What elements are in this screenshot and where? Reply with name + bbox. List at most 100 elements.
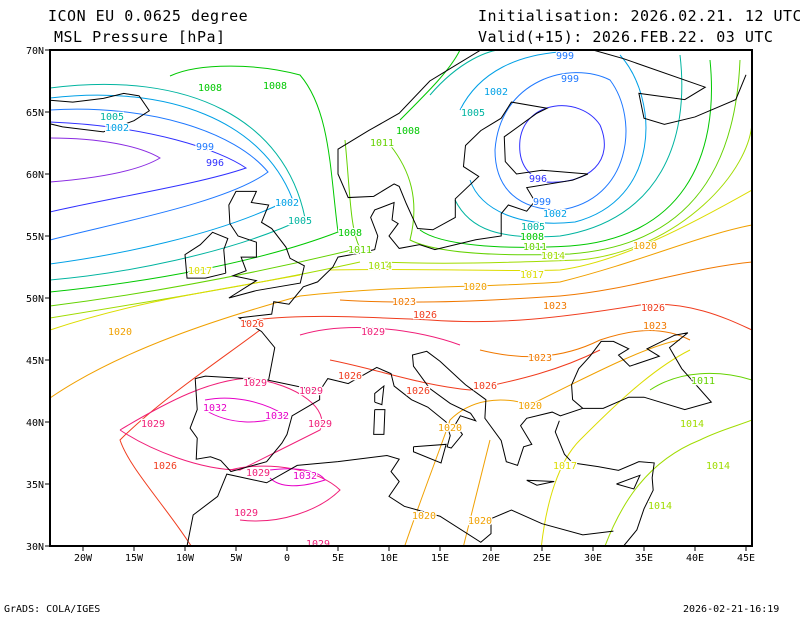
isobar-1029 [119,377,323,471]
contour-label: 1008 [396,126,420,137]
contour-label: 1014 [541,251,565,262]
lon-tick-label: 20W [74,553,93,564]
contour-label: 1026 [413,310,437,321]
coastline [228,190,305,299]
grads-credit: GrADS: COLA/IGES [4,604,101,615]
contour-label: 1014 [680,419,704,430]
plot-timestamp: 2026-02-21-16:19 [683,604,780,615]
contour-label: 1023 [543,301,567,312]
contour-label: 1002 [275,198,299,209]
contour-label: 1026 [240,319,264,330]
axis-ticks: 20W 15W 10W 5W 0 5E 10E 15E 20E 25E 30E 35E 40E 45E 30… [26,46,755,564]
coastline [50,92,151,133]
isobar-1017 [540,349,691,546]
coastline-layer [50,50,747,546]
contour-label: 999 [533,197,551,208]
contour-label: 1020 [518,401,542,412]
coastline [554,420,655,546]
lon-tick-label: 15W [125,553,144,564]
contour-label: 1011 [691,376,715,387]
lon-tick-label: 30E [584,553,602,564]
isobar-1011 [50,139,361,307]
isobar-1026 [329,349,601,391]
contour-label: 1020 [108,327,132,338]
isobar-1023 [479,330,691,358]
lat-tick-label: 60N [26,170,44,181]
contour-label: 1020 [633,241,657,252]
isobar-1014 [379,119,752,264]
isobar-1026 [119,329,261,546]
contour-label: 999 [196,142,214,153]
lat-tick-label: 55N [26,232,44,243]
lat-tick-label: 30N [26,542,44,553]
contour-label: 1017 [188,266,212,277]
contour-label: 1029 [141,419,165,430]
contour-label: 1032 [293,471,317,482]
contour-label: 1029 [243,378,267,389]
contour-label: 1011 [370,138,394,149]
contour-label: 1029 [299,386,323,397]
contour-label: 1017 [520,270,544,281]
contour-label: 1014 [706,461,730,472]
contour-label: 999 [556,51,574,62]
lat-tick-label: 65N [26,108,44,119]
init-time: Initialisation: 2026.02.21. 12 UTC [478,7,800,25]
coastline [526,479,555,486]
coastline [189,375,321,473]
contour-label: 1020 [438,423,462,434]
contour-label: 1026 [473,381,497,392]
contour-label: 1026 [641,303,665,314]
coastline [412,443,447,464]
isobar-999 [494,72,627,211]
isobar-1014 [604,419,752,546]
contour-label: 1002 [543,209,567,220]
model-title: ICON EU 0.0625 degree [48,7,249,25]
lon-tick-label: 35E [635,553,653,564]
isobar-1020 [462,439,491,546]
isobar-1029 [229,465,341,522]
contour-label: 1026 [406,386,430,397]
contour-label: 1023 [643,321,667,332]
contour-label: 1029 [234,508,258,519]
lat-tick-label: 50N [26,294,44,305]
contour-label: 1008 [520,232,544,243]
contour-label: 1032 [203,403,227,414]
isobar-1002 [50,94,293,265]
lon-tick-label: 45E [737,553,755,564]
contour-label: 1026 [153,461,177,472]
coastline [184,231,229,279]
contour-label: 996 [529,174,547,185]
isobar-1026 [239,303,752,331]
contour-label: 1002 [484,87,508,98]
contour-label: 1032 [265,411,289,422]
isobar-layer [50,50,752,546]
lon-tick-label: 10W [176,553,195,564]
contour-label: 1023 [392,297,416,308]
contour-label: 1008 [198,83,222,94]
isobar-1023 [339,261,752,303]
contour-label: 1017 [553,461,577,472]
contour-label: 1008 [338,228,362,239]
lon-tick-label: 20E [482,553,500,564]
contour-label: 1023 [528,353,552,364]
contour-label: 1020 [412,511,436,522]
isobar-1032 [204,397,287,423]
isobar-1011 [389,59,741,256]
lat-tick-label: 70N [26,46,44,57]
coastline [186,454,614,546]
isobar-1020 [50,224,752,399]
contour-label: 1014 [648,501,672,512]
coastline [373,409,386,435]
lat-tick-label: 45N [26,356,44,367]
isobar-1008 [50,65,339,293]
coastline [237,50,747,380]
isobar-1032 [269,468,326,487]
contour-label: 1029 [308,419,332,430]
isobar-993 [50,137,161,183]
contour-label: 1029 [361,327,385,338]
isobar-1011 [649,373,752,391]
isobar-999 [50,108,269,241]
lat-tick-label: 40N [26,418,44,429]
contour-label: 1005 [100,112,124,123]
